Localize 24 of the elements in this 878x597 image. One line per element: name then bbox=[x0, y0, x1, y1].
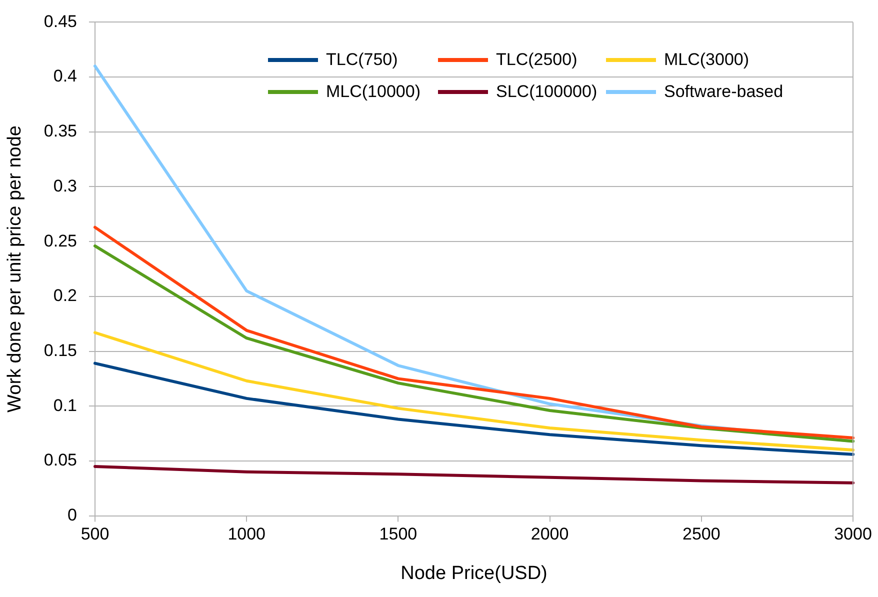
x-tick-label: 500 bbox=[80, 524, 110, 544]
y-tick-label: 0.4 bbox=[53, 66, 77, 86]
y-tick-label: 0.35 bbox=[44, 122, 77, 141]
legend-label: MLC(10000) bbox=[326, 82, 420, 102]
y-tick-label: 0.1 bbox=[53, 396, 77, 415]
legend-label: TLC(2500) bbox=[496, 50, 578, 70]
y-tick-label: 0.15 bbox=[44, 340, 77, 360]
legend-label: SLC(100000) bbox=[496, 82, 598, 102]
x-tick-label: 1500 bbox=[379, 524, 418, 544]
y-tick-label: 0.3 bbox=[53, 176, 77, 196]
y-tick-label: 0.05 bbox=[44, 450, 77, 470]
legend-label: MLC(3000) bbox=[664, 50, 750, 70]
y-tick-label: 0.45 bbox=[44, 12, 77, 31]
legend-label: Software-based bbox=[664, 82, 784, 102]
x-tick-label: 2500 bbox=[682, 524, 720, 544]
x-tick-label: 2000 bbox=[530, 524, 569, 544]
y-tick-label: 0.2 bbox=[53, 286, 77, 306]
y-tick-label: 0 bbox=[68, 505, 77, 524]
x-tick-label: 1000 bbox=[228, 524, 266, 544]
y-tick-label: 0.25 bbox=[44, 231, 77, 250]
x-axis-title: Node Price(USD) bbox=[400, 562, 548, 584]
x-tick-label: 3000 bbox=[834, 524, 872, 544]
y-axis-title: Work done per unit price per node bbox=[4, 126, 26, 412]
legend-label: TLC(750) bbox=[326, 50, 398, 70]
